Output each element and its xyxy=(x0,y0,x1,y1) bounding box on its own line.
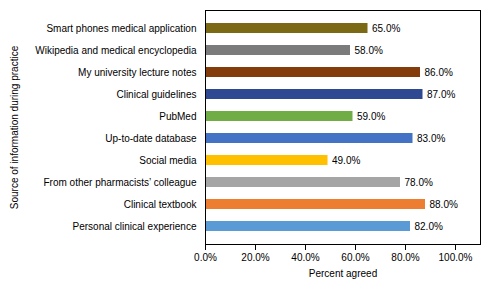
svg-text:From other pharmacists’ collea: From other pharmacists’ colleague xyxy=(43,177,196,188)
svg-text:Clinical guidelines: Clinical guidelines xyxy=(116,89,196,100)
svg-text:87.0%: 87.0% xyxy=(427,89,455,100)
svg-text:Up-to-date database: Up-to-date database xyxy=(105,133,197,144)
svg-text:65.0%: 65.0% xyxy=(372,23,400,34)
svg-text:83.0%: 83.0% xyxy=(417,133,445,144)
svg-text:49.0%: 49.0% xyxy=(332,155,360,166)
svg-text:86.0%: 86.0% xyxy=(425,67,453,78)
svg-text:Wikipedia and medical encyclop: Wikipedia and medical encyclopedia xyxy=(35,45,197,56)
svg-text:Percent agreed: Percent agreed xyxy=(309,268,377,279)
svg-text:59.0%: 59.0% xyxy=(357,111,385,122)
svg-text:My university lecture notes: My university lecture notes xyxy=(78,67,196,78)
svg-text:60.0%: 60.0% xyxy=(341,252,369,263)
svg-text:Smart phones medical applicati: Smart phones medical application xyxy=(46,23,196,34)
svg-text:Personal clinical experience: Personal clinical experience xyxy=(73,221,197,232)
svg-text:Clinical textbook: Clinical textbook xyxy=(124,199,198,210)
svg-text:82.0%: 82.0% xyxy=(415,221,443,232)
svg-text:Source of information during p: Source of information during practice xyxy=(9,45,20,209)
svg-text:Social media: Social media xyxy=(139,155,197,166)
svg-text:PubMed: PubMed xyxy=(159,111,196,122)
svg-text:20.0%: 20.0% xyxy=(241,252,269,263)
svg-text:100.0%: 100.0% xyxy=(439,252,473,263)
svg-text:80.0%: 80.0% xyxy=(391,252,419,263)
svg-text:40.0%: 40.0% xyxy=(291,252,319,263)
svg-text:78.0%: 78.0% xyxy=(405,177,433,188)
svg-text:0.0%: 0.0% xyxy=(194,252,217,263)
svg-text:58.0%: 58.0% xyxy=(355,45,383,56)
svg-text:88.0%: 88.0% xyxy=(430,199,458,210)
